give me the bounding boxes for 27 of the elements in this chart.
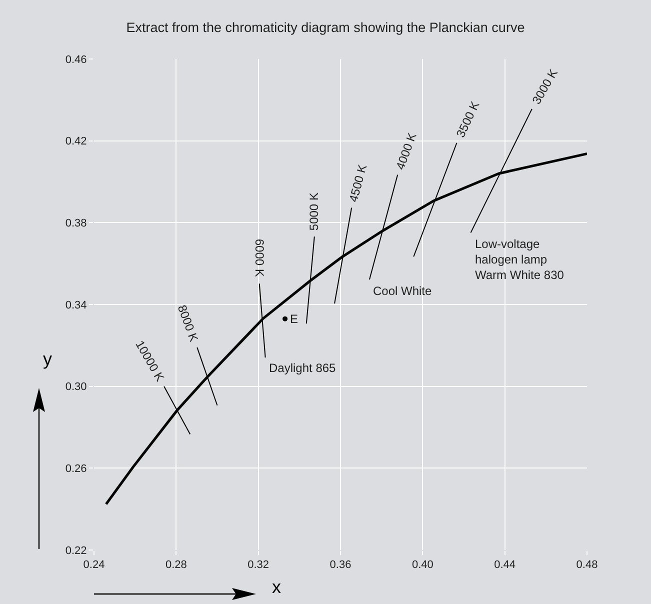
x-axis-title: x	[272, 577, 281, 597]
y-tick-label: 0.42	[65, 136, 87, 148]
annotation: Low-voltage halogen lamp Warm White 830	[475, 237, 564, 282]
x-tick-label: 0.28	[165, 559, 187, 572]
x-tick-label: 0.44	[494, 559, 516, 572]
annotation: 5000 K	[307, 192, 322, 231]
x-tick-label: 0.36	[330, 559, 352, 572]
y-tick-label: 0.26	[65, 463, 87, 476]
annotation: Cool White	[373, 284, 432, 298]
y-tick-label: 0.34	[65, 299, 87, 312]
x-tick-label: 0.32	[248, 559, 270, 572]
annotation: 8000 K	[174, 303, 201, 344]
chart-title: Extract from the chromaticity diagram showing the Planckian curve	[126, 20, 525, 35]
y-axis-title: y	[43, 349, 52, 369]
annotation: 4000 K	[393, 130, 420, 172]
annotation: 6000 K	[252, 238, 267, 277]
y-tick-label: 0.22	[65, 544, 87, 557]
y-tick-label: 0.46	[65, 54, 87, 66]
annotation: 4500 K	[346, 163, 370, 204]
annotation: Daylight 865	[269, 361, 336, 375]
y-tick-label: 0.30	[65, 381, 87, 394]
x-tick-label: 0.40	[412, 559, 434, 572]
y-tick-label: 0.38	[65, 218, 87, 230]
annotation: E	[290, 312, 298, 326]
x-tick-label: 0.24	[83, 559, 105, 572]
x-tick-label: 0.48	[576, 559, 598, 572]
annotation: 3500 K	[453, 99, 482, 140]
